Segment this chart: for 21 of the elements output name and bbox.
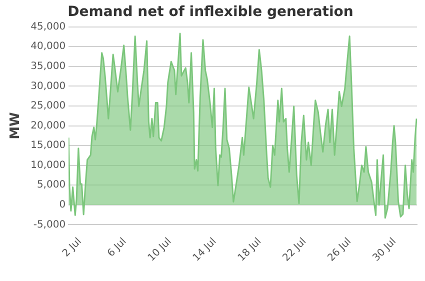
x-tick-label: 6 Jul <box>106 236 129 260</box>
y-tick-label: 45,000 <box>30 21 66 32</box>
x-tick-label: 22 Jul <box>281 236 309 264</box>
y-tick-label: 10,000 <box>30 160 66 171</box>
y-tick-label: 15,000 <box>30 140 66 152</box>
x-tick-label: 10 Jul <box>146 236 174 264</box>
y-axis-title: MW <box>8 112 24 140</box>
y-tick-label: 30,000 <box>30 80 66 92</box>
x-tick-label: 30 Jul <box>370 236 398 264</box>
y-tick-label: 20,000 <box>30 120 66 132</box>
x-tick-label: 26 Jul <box>326 236 354 264</box>
y-tick-label: 40,000 <box>30 41 66 52</box>
y-tick-label: 35,000 <box>30 60 66 72</box>
x-tick-label: 2 Jul <box>60 236 84 260</box>
y-tick-label: 0 <box>59 200 66 211</box>
y-tick-label: 5,000 <box>36 180 66 191</box>
x-tick-label: 14 Jul <box>191 236 219 264</box>
y-tick-label: 25,000 <box>30 100 66 112</box>
chart-title: Demand net of inflexible generation <box>68 4 354 20</box>
y-tick-label: -5,000 <box>33 219 66 230</box>
x-tick-label: 18 Jul <box>236 236 264 264</box>
